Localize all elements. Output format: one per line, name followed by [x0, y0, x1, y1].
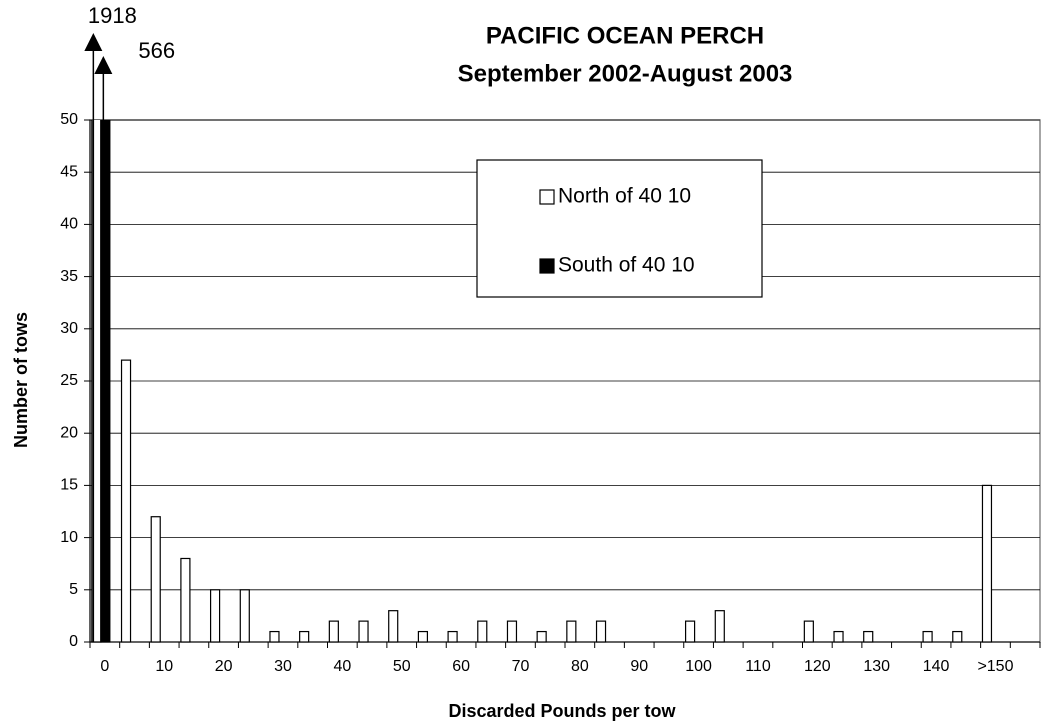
- bar: [239, 589, 250, 643]
- bar: [506, 620, 518, 643]
- legend-label: South of 40 10: [558, 254, 695, 277]
- bar: [684, 620, 696, 643]
- y-tick-label: 45: [60, 163, 78, 180]
- x-tick-label: >150: [977, 658, 1013, 675]
- bar: [981, 484, 993, 643]
- bar: [269, 630, 280, 643]
- bar: [328, 620, 339, 643]
- bar: [803, 620, 814, 643]
- y-tick-label: 20: [60, 424, 78, 441]
- value-label: 1918: [88, 3, 137, 28]
- bar: [922, 630, 933, 643]
- y-tick-label: 25: [60, 372, 78, 389]
- x-tick-label: 40: [333, 658, 351, 675]
- bar: [120, 359, 132, 643]
- x-tick-label: 20: [215, 658, 233, 675]
- y-tick-label: 10: [60, 529, 78, 546]
- bar: [477, 620, 488, 643]
- bar: [447, 630, 458, 643]
- overflow-arrowhead: [94, 56, 113, 74]
- x-tick-label: 110: [745, 658, 771, 675]
- x-tick-label: 10: [155, 658, 173, 675]
- bar: [388, 610, 399, 643]
- x-tick-label: 0: [100, 658, 109, 675]
- chart-title: PACIFIC OCEAN PERCH: [486, 22, 764, 49]
- y-tick-label: 40: [60, 216, 78, 233]
- bar: [91, 120, 102, 643]
- legend-label: North of 40 10: [558, 185, 691, 208]
- x-tick-label: 70: [512, 658, 530, 675]
- y-axis-title: Number of tows: [11, 312, 31, 448]
- x-tick-label: 120: [804, 658, 831, 675]
- value-label: 566: [138, 38, 175, 63]
- y-tick-label: 0: [69, 633, 78, 650]
- bars: [91, 120, 993, 643]
- y-tick-label: 30: [60, 320, 78, 337]
- x-tick-label: 80: [571, 658, 589, 675]
- bar: [714, 610, 725, 643]
- legend-box: [476, 159, 763, 298]
- bar: [863, 630, 874, 643]
- bar: [150, 516, 161, 643]
- legend-swatch: [539, 258, 555, 274]
- bar: [100, 120, 111, 643]
- y-tick-label: 15: [60, 477, 78, 494]
- x-axis-title: Discarded Pounds per tow: [448, 701, 676, 721]
- bar: [566, 620, 577, 643]
- x-tick-label: 140: [923, 658, 950, 675]
- x-tick-label: 100: [685, 658, 712, 675]
- x-tick-label: 90: [630, 658, 648, 675]
- overflow-arrowhead: [84, 33, 103, 51]
- x-tick-label: 130: [863, 658, 890, 675]
- bar: [358, 620, 369, 643]
- bar: [299, 630, 310, 643]
- bar: [952, 630, 963, 643]
- chart-subtitle: September 2002-August 2003: [458, 60, 793, 87]
- legend-swatch: [539, 189, 555, 205]
- x-tick-label: 50: [393, 658, 411, 675]
- x-tick-label: 60: [452, 658, 470, 675]
- bar: [417, 630, 429, 643]
- bar: [595, 620, 607, 643]
- bar: [180, 557, 191, 643]
- y-tick-label: 35: [60, 268, 78, 285]
- y-tick-label: 50: [60, 111, 78, 128]
- x-tick-label: 30: [274, 658, 292, 675]
- y-tick-label: 5: [69, 581, 78, 598]
- bar: [536, 630, 547, 643]
- bar: [833, 630, 844, 643]
- bar: [209, 589, 221, 643]
